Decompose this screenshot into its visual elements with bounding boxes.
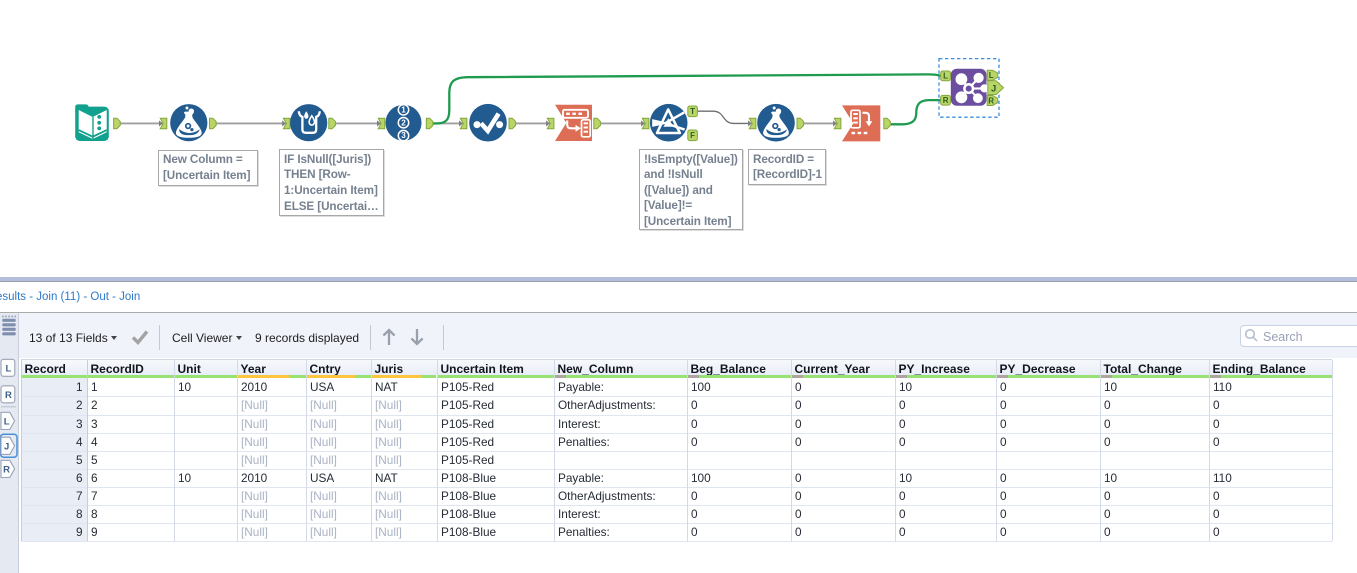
svg-text:R: R (3, 465, 10, 476)
svg-text:R: R (5, 391, 12, 402)
svg-text:L: L (989, 71, 994, 80)
svg-text:2: 2 (401, 118, 406, 127)
svg-text:L: L (4, 417, 10, 428)
svg-text:J: J (4, 442, 9, 453)
svg-text:1: 1 (401, 105, 406, 114)
svg-text:R: R (943, 96, 949, 105)
svg-text:F: F (690, 131, 695, 140)
svg-text:3: 3 (401, 131, 406, 140)
svg-text:T: T (690, 107, 695, 116)
svg-text:L: L (943, 72, 948, 81)
svg-text:J: J (991, 83, 996, 94)
svg-text:R: R (988, 96, 994, 105)
svg-text:L: L (5, 364, 11, 375)
